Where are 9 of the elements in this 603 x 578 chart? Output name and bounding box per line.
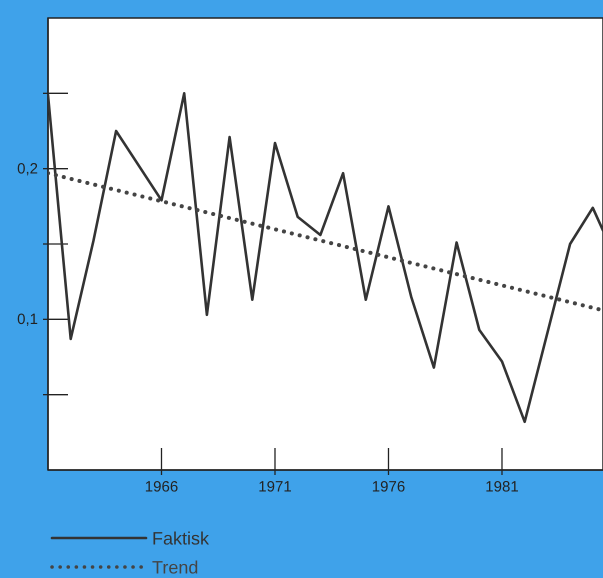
y-tick-label: 0,1 [17,311,38,328]
text: Faktisk [152,528,210,548]
x-tick-label: 1981 [485,478,519,496]
line-series [48,92,603,424]
x-tick-label: 1966 [144,478,178,496]
y-tick-label: 0,2 [17,160,38,178]
text: Trend [152,557,198,578]
x-tick-label: 1976 [372,478,406,496]
x-tick-label: 1971 [258,478,292,496]
